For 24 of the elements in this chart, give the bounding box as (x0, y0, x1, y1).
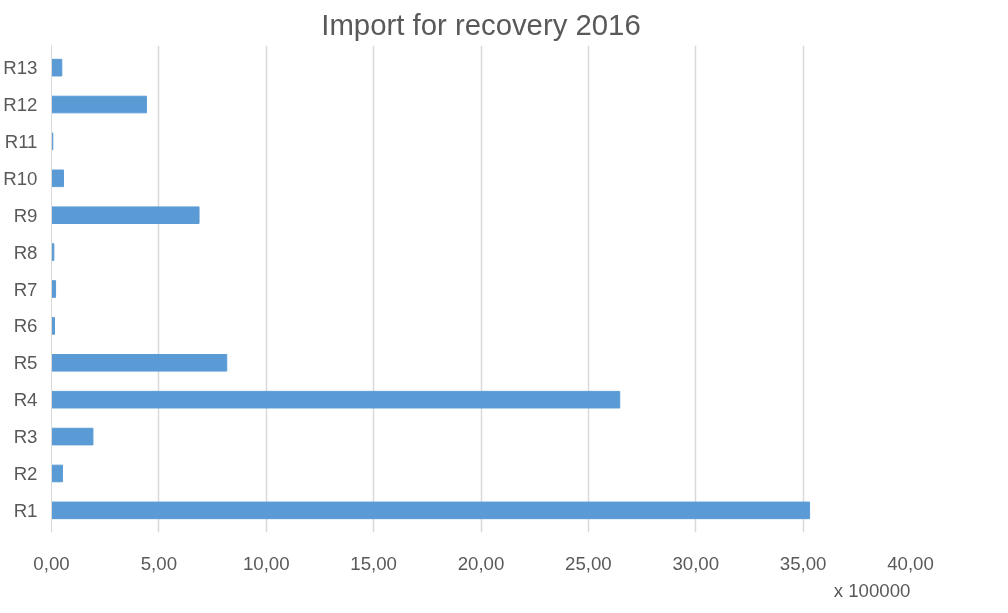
y-tick-label: R13 (3, 57, 38, 79)
x-tick-label: 5,00 (140, 552, 178, 574)
y-tick-label: R7 (13, 278, 38, 300)
y-tick-label: R10 (3, 167, 38, 189)
chart-title: Import for recovery 2016 (321, 7, 641, 41)
x-tick-label: 35,00 (779, 552, 827, 574)
x-tick-label: 30,00 (672, 552, 720, 574)
y-tick-label: R4 (13, 389, 38, 411)
text: x 100000 (833, 579, 911, 601)
y-tick-label: R3 (13, 426, 38, 448)
y-tick-label: R9 (13, 204, 38, 226)
y-tick-label: R8 (13, 241, 38, 263)
y-tick-label: R11 (4, 130, 38, 152)
x-tick-label: 20,00 (457, 552, 505, 574)
y-tick-label: R5 (13, 352, 38, 374)
x-tick-label: 10,00 (242, 552, 290, 574)
x-tick-label: 25,00 (565, 552, 612, 574)
y-tick-label: R2 (13, 462, 38, 484)
x-tick-label: 40,00 (887, 552, 934, 574)
x-tick-label: 15,00 (350, 552, 397, 574)
y-tick-label: R6 (13, 315, 38, 337)
y-tick-label: R1 (13, 499, 38, 521)
y-tick-label: R12 (3, 94, 38, 116)
x-tick-label: 0,00 (33, 552, 70, 574)
